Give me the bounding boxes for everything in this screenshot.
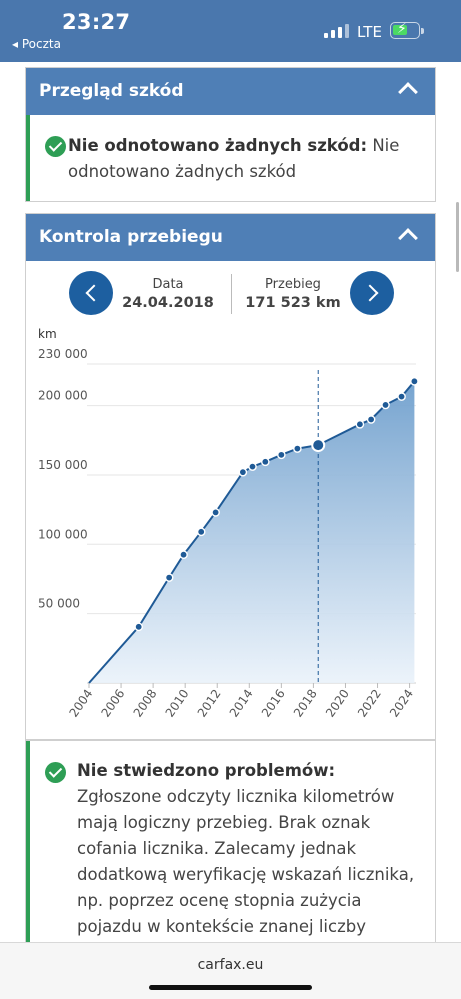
damage-status-detail: Nie odnotowano żadnych szkód [68, 136, 400, 181]
battery-tip-icon [421, 28, 424, 34]
x-tick-label: 2024 [387, 687, 416, 720]
mileage-value: 171 523 km [245, 295, 341, 311]
data-point [134, 622, 143, 632]
home-indicator[interactable] [149, 985, 312, 990]
data-point [248, 462, 257, 471]
y-tick-label: 50 000 [38, 597, 80, 611]
mileage-area [89, 381, 415, 683]
next-reading-button[interactable] [350, 271, 394, 315]
mileage-panel-header[interactable]: Kontrola przebiegu [26, 214, 435, 261]
mileage-panel: Kontrola przebiegu Data 24.04.2018 Przeb… [25, 213, 436, 740]
x-tick-label: 2018 [291, 687, 320, 720]
damage-panel: Przegląd szkód Nie odnotowano żadnych sz… [25, 67, 436, 202]
data-point [179, 550, 188, 560]
data-point [366, 415, 376, 424]
x-tick-label: 2016 [259, 687, 288, 720]
x-tick-label: 2010 [163, 687, 192, 720]
battery-icon: ⚡ [390, 20, 420, 39]
damage-status-bold: Nie odnotowano żadnych szkód: [68, 136, 368, 155]
network-type: LTE [357, 23, 382, 41]
status-accent-bar [26, 115, 30, 201]
data-point [211, 508, 220, 517]
date-label: Data [152, 277, 184, 292]
x-tick-label: 2008 [131, 687, 160, 720]
data-point [397, 392, 406, 401]
verdict-text: Nie stwiedzono problemów: Zgłoszone odcz… [77, 758, 422, 966]
data-point [277, 450, 286, 460]
data-point [238, 467, 248, 477]
chevron-up-icon[interactable] [398, 228, 418, 248]
x-tick-label: 2022 [355, 687, 384, 720]
data-point [355, 420, 365, 429]
mileage-verdict-panel: Nie stwiedzono problemów: Zgłoszone odcz… [25, 740, 436, 962]
previous-reading-button[interactable] [69, 271, 113, 315]
mileage-label: Przebieg [265, 277, 321, 292]
y-tick-label: 200 000 [38, 389, 88, 403]
y-tick-label: 150 000 [38, 458, 88, 472]
data-point [381, 400, 390, 410]
mileage-panel-title: Kontrola przebiegu [39, 227, 223, 247]
chevron-up-icon[interactable] [398, 82, 418, 102]
x-tick-label: 2014 [227, 687, 256, 720]
selected-data-point [311, 438, 326, 453]
damage-panel-body: Nie odnotowano żadnych szkód: Nie odnoto… [26, 115, 435, 201]
x-tick-label: 2004 [66, 687, 95, 720]
verdict-detail: Zgłoszone odczyty licznika kilometrów ma… [77, 787, 415, 962]
status-bar: 23:27 ◂ Poczta LTE ⚡ [0, 0, 461, 62]
data-point [293, 444, 302, 453]
check-circle-icon [45, 762, 66, 783]
scrollbar[interactable] [456, 202, 459, 272]
url-text[interactable]: carfax.eu [197, 957, 264, 973]
x-tick-label: 2012 [195, 687, 224, 720]
mileage-chart[interactable]: km 230 000 200 000 150 000 100 000 50 000 20… [26, 324, 435, 739]
data-point [164, 573, 174, 582]
y-tick-label: 100 000 [38, 527, 88, 541]
data-point [196, 527, 206, 537]
x-tick-label: 2020 [323, 687, 352, 720]
back-to-app-link[interactable]: ◂ Poczta [12, 37, 61, 51]
browser-url-bar[interactable]: carfax.eu [0, 942, 461, 999]
verdict-bold: Nie stwiedzono problemów: [77, 761, 336, 780]
damage-status-text: Nie odnotowano żadnych szkód: Nie odnoto… [68, 133, 408, 185]
data-point [410, 377, 419, 386]
damage-panel-header[interactable]: Przegląd szkód [26, 68, 435, 115]
check-circle-icon [45, 136, 66, 157]
y-axis-unit: km [38, 327, 57, 341]
date-value: 24.04.2018 [122, 295, 214, 311]
damage-panel-title: Przegląd szkód [39, 81, 184, 101]
x-tick-label: 2006 [99, 687, 128, 720]
data-point [261, 457, 270, 467]
signal-icon [324, 24, 350, 38]
info-divider [231, 274, 232, 314]
status-time: 23:27 [62, 10, 131, 34]
status-accent-bar [26, 741, 30, 946]
y-tick-label: 230 000 [38, 347, 88, 361]
